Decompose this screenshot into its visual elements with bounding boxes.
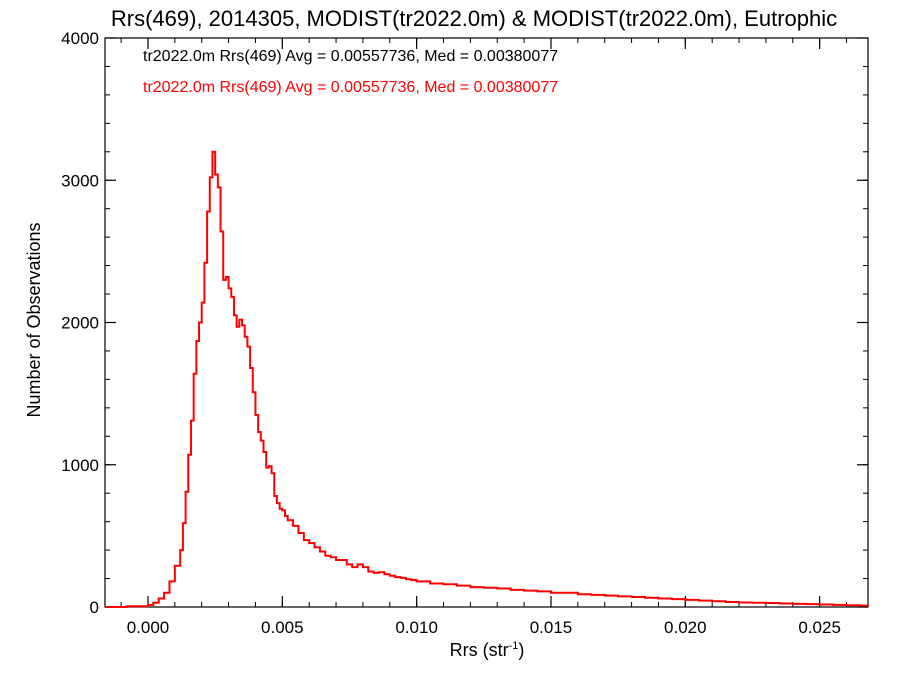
y-tick-label: 3000 bbox=[61, 171, 99, 190]
plot-border bbox=[104, 37, 869, 608]
y-axis-label: Number of Observations bbox=[24, 222, 44, 417]
x-tick-label: 0.005 bbox=[261, 618, 304, 637]
x-tick-label: 0.015 bbox=[530, 618, 573, 637]
x-axis-label: Rrs (str-1) bbox=[450, 640, 525, 660]
y-tick-label: 1000 bbox=[61, 456, 99, 475]
y-tick-label: 0 bbox=[90, 598, 99, 617]
x-tick-label: 0.000 bbox=[127, 618, 170, 637]
x-axis-label-close: ) bbox=[518, 640, 524, 660]
annotation-red: tr2022.0m Rrs(469) Avg = 0.00557736, Med… bbox=[143, 79, 558, 96]
series-group bbox=[105, 150, 869, 608]
chart-title: Rrs(469), 2014305, MODIST(tr2022.0m) & M… bbox=[111, 6, 837, 31]
y-tick-label: 2000 bbox=[61, 314, 99, 333]
y-tick-label: 4000 bbox=[61, 29, 99, 48]
plot-frame bbox=[104, 37, 869, 608]
x-tick-label: 0.010 bbox=[395, 618, 438, 637]
x-tick-label: 0.025 bbox=[798, 618, 841, 637]
x-tick-label: 0.020 bbox=[664, 618, 707, 637]
y-axis-ticks: 0 1000 2000 3000 4000 bbox=[61, 29, 868, 617]
annotation-black: tr2022.0m Rrs(469) Avg = 0.00557736, Med… bbox=[143, 48, 558, 65]
histogram-series-line bbox=[105, 150, 869, 608]
x-axis-label-main: Rrs (str bbox=[450, 640, 509, 660]
x-axis-ticks: 0.000 0.005 0.010 0.015 0.020 0.025 bbox=[120, 38, 848, 637]
x-axis-label-superscript: -1 bbox=[509, 640, 519, 652]
